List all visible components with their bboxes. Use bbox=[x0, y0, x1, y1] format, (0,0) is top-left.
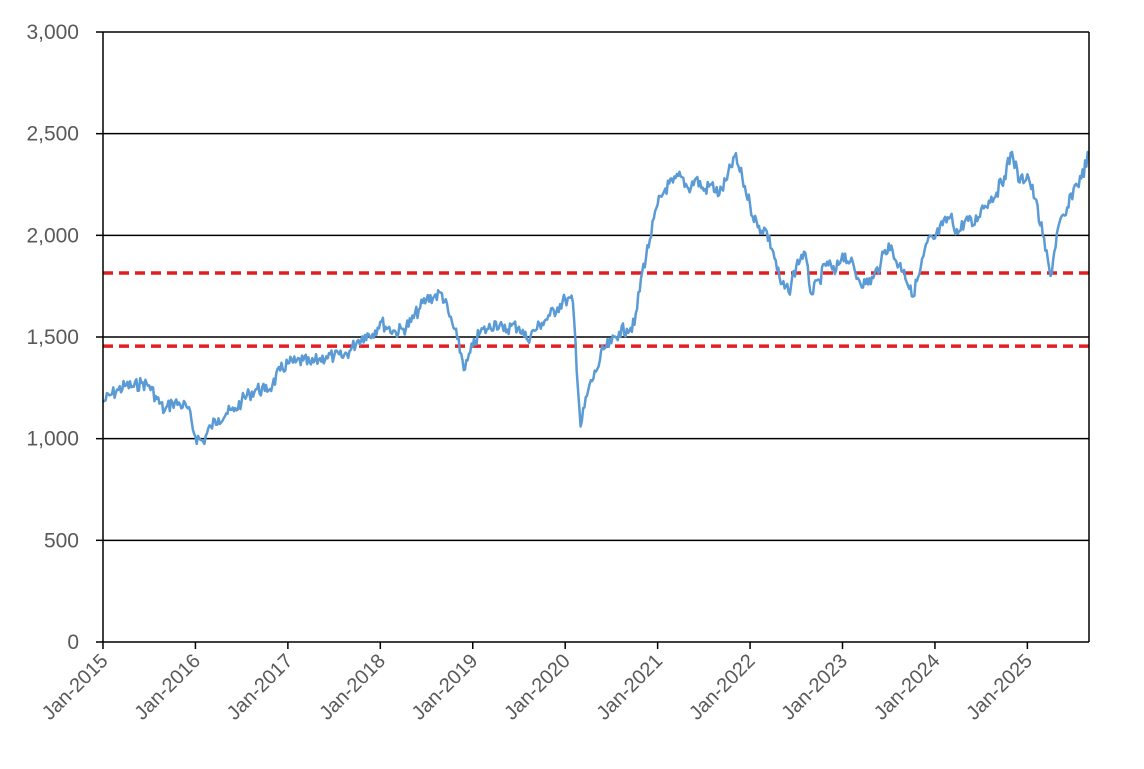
y-tick-label: 500 bbox=[44, 529, 79, 552]
x-tick-label: Jan-2023 bbox=[778, 650, 853, 725]
y-tick-label: 0 bbox=[67, 631, 79, 654]
series-line bbox=[102, 150, 1091, 446]
x-tick-label: Jan-2015 bbox=[38, 650, 113, 725]
x-tick-label: Jan-2016 bbox=[130, 650, 205, 725]
y-tick-labels: 0 500 1,000 1,500 2,000 2,500 3,000 bbox=[26, 21, 79, 654]
y-tick-label: 2,500 bbox=[26, 123, 79, 146]
y-tick-label: 3,000 bbox=[26, 21, 79, 44]
x-tick-label: Jan-2024 bbox=[870, 650, 945, 725]
series-layer bbox=[102, 150, 1091, 446]
x-tick-label: Jan-2017 bbox=[223, 650, 298, 725]
x-tick-labels: Jan-2015 Jan-2016 Jan-2017 Jan-2018 Jan-2019… bbox=[38, 650, 1037, 725]
y-tick-label: 1,500 bbox=[26, 326, 79, 349]
y-tick-label: 1,000 bbox=[26, 428, 79, 451]
gridlines bbox=[103, 31, 1089, 542]
axes bbox=[96, 31, 1090, 649]
x-tick-label: Jan-2018 bbox=[315, 650, 390, 725]
reference-lines bbox=[103, 271, 1089, 348]
x-tick-label: Jan-2025 bbox=[962, 650, 1037, 725]
y-tick-label: 2,000 bbox=[26, 224, 79, 247]
x-tick-label: Jan-2021 bbox=[593, 650, 668, 725]
x-tick-label: Jan-2019 bbox=[408, 650, 483, 725]
x-tick-label: Jan-2020 bbox=[500, 650, 575, 725]
x-tick-label: Jan-2022 bbox=[685, 650, 760, 725]
